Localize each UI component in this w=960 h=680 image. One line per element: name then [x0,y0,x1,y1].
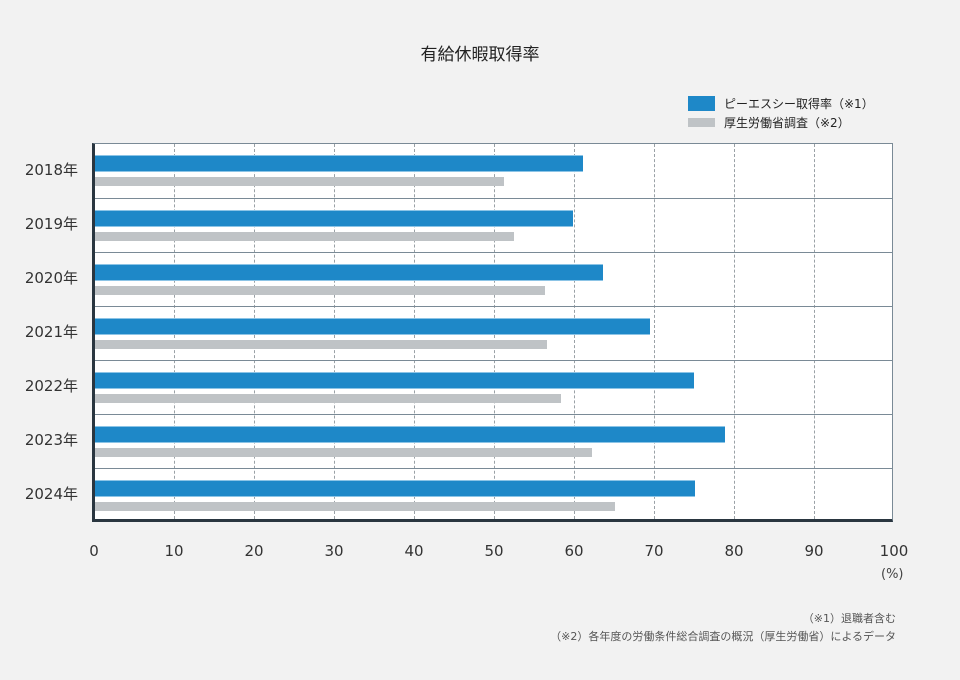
bar-mhlw [95,448,592,457]
bar-psc [95,318,651,335]
bar-psc [95,426,726,443]
y-axis-label: 2022年 [24,377,78,395]
bar-psc [95,480,695,497]
bar-mhlw [95,394,562,403]
bar-mhlw [95,286,546,295]
legend-item-mhlw: 厚生労働省調査（※2） [688,113,874,132]
x-axis-tick-label: 60 [564,542,584,560]
bar-psc [95,372,695,389]
y-axis-label: 2019年 [24,215,78,233]
bar-group [95,414,892,468]
bar-psc [95,155,583,172]
bar-group [95,468,892,522]
x-axis-tick-label: 10 [164,542,184,560]
x-axis-tick-label: 50 [484,542,504,560]
grid-line [814,144,815,519]
bar-mhlw [95,340,547,349]
bar-group [95,198,892,252]
plot-area [92,143,893,522]
y-axis-label: 2018年 [24,161,78,179]
bar-group [95,144,892,198]
bar-group [95,306,892,360]
y-axis-label: 2023年 [24,431,78,449]
x-axis-tick-label: 90 [804,542,824,560]
bar-group [95,252,892,306]
legend-label: ピーエスシー取得率（※1） [724,97,874,111]
legend: ピーエスシー取得率（※1） 厚生労働省調査（※2） [688,94,874,132]
x-axis-tick-label: 40 [404,542,424,560]
x-axis-unit: (%) [881,567,904,582]
legend-label: 厚生労働省調査（※2） [724,116,850,130]
x-axis-tick-label: 70 [644,542,664,560]
legend-swatch-gray [688,118,715,127]
x-axis-tick-label: 20 [244,542,264,560]
y-axis-label: 2021年 [24,323,78,341]
x-axis-tick-label: 30 [324,542,344,560]
bar-psc [95,210,574,227]
bar-mhlw [95,502,615,511]
x-axis-tick-label: 100 [879,542,909,560]
legend-swatch-blue [688,96,715,111]
x-axis-tick-label: 0 [89,542,99,560]
bar-mhlw [95,177,504,186]
y-axis-label: 2024年 [24,485,78,503]
footnote-2: （※2）各年度の労働条件総合調査の概況（厚生労働省）によるデータ [550,630,896,643]
footnote-1: （※1）退職者含む [802,612,896,625]
bar-psc [95,264,603,281]
bar-mhlw [95,232,515,241]
grid-line [734,144,735,519]
bar-group [95,360,892,414]
grid-line [654,144,655,519]
legend-item-psc: ピーエスシー取得率（※1） [688,94,874,113]
x-axis-tick-label: 80 [724,542,744,560]
chart-title: 有給休暇取得率 [420,45,540,65]
y-axis-label: 2020年 [24,269,78,287]
